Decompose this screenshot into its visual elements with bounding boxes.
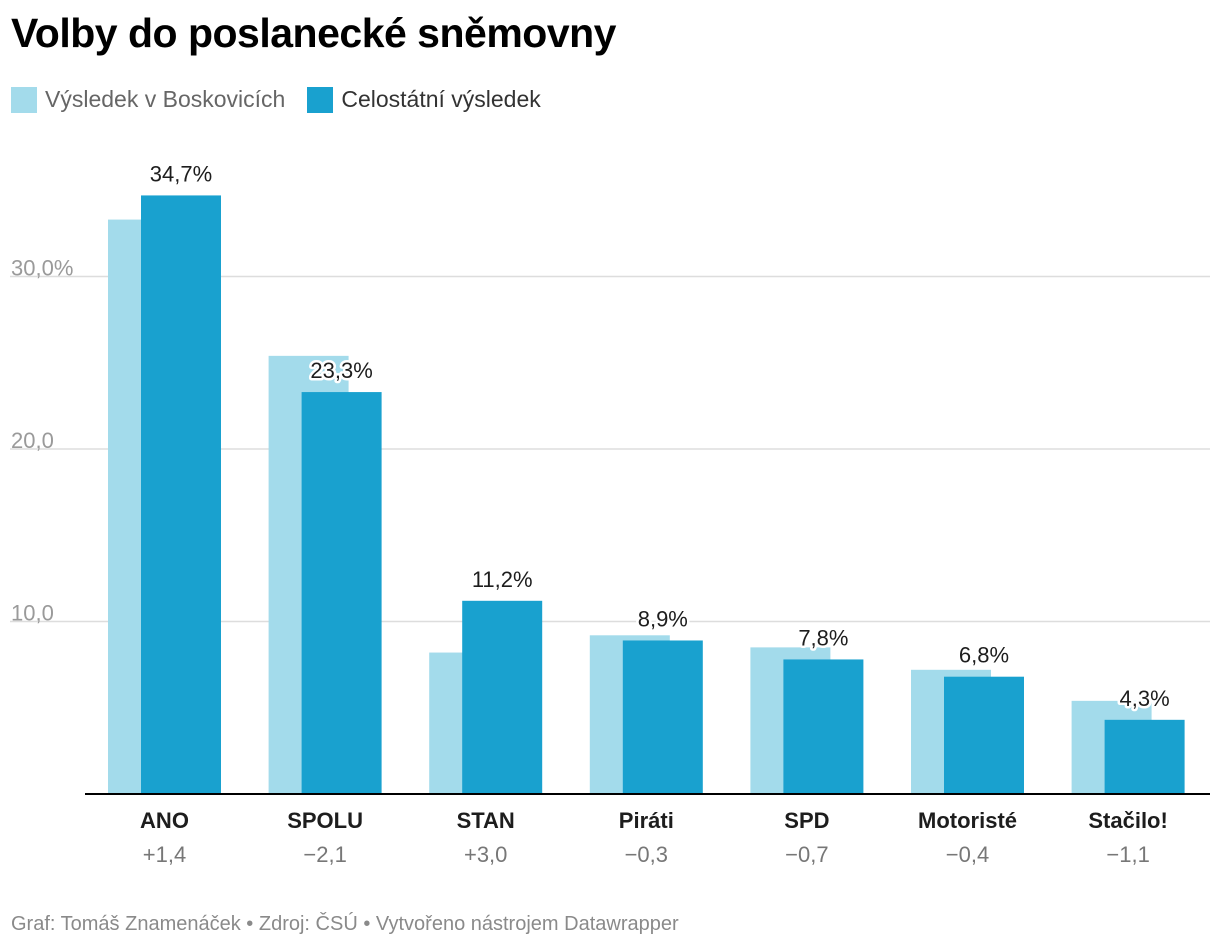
category-label: SPD bbox=[784, 808, 829, 833]
difference-label: −0,3 bbox=[625, 842, 668, 867]
bar-national bbox=[141, 195, 221, 795]
legend-swatch-national bbox=[307, 86, 334, 113]
data-label: 8,9% bbox=[638, 606, 688, 631]
y-tick-label: 30,0% bbox=[11, 256, 73, 281]
category-label: Motoristé bbox=[918, 808, 1017, 833]
legend-label-national: Celostátní výsledek bbox=[341, 86, 541, 112]
data-label: 4,3% bbox=[1120, 686, 1170, 711]
footer-separator: • bbox=[240, 913, 259, 935]
footer-separator: • bbox=[357, 913, 376, 935]
legend: Výsledek v Boskovicích Celostátní výsled… bbox=[11, 86, 563, 113]
difference-label: −0,4 bbox=[946, 842, 989, 867]
bar-national bbox=[783, 659, 864, 794]
footer-author: Graf: Tomáš Znamenáček bbox=[11, 913, 241, 935]
bar-national bbox=[622, 640, 703, 794]
legend-item-national[interactable]: Celostátní výsledek bbox=[307, 86, 541, 113]
y-tick-label: 10,0 bbox=[11, 601, 54, 626]
category-label: STAN bbox=[457, 808, 515, 833]
data-label: 34,7% bbox=[150, 161, 212, 186]
data-label: 23,3% bbox=[310, 358, 372, 383]
y-tick-label: 20,0 bbox=[11, 428, 54, 453]
difference-label: −1,1 bbox=[1106, 842, 1149, 867]
bar-national bbox=[462, 600, 543, 794]
bar-national bbox=[301, 392, 382, 794]
category-label: Stačilo! bbox=[1088, 808, 1167, 833]
chart-title: Volby do poslanecké sněmovny bbox=[11, 10, 616, 56]
bar-national bbox=[944, 676, 1024, 794]
difference-label: +3,0 bbox=[464, 842, 507, 867]
data-label: 11,2% bbox=[472, 567, 533, 592]
legend-swatch-local bbox=[11, 86, 37, 113]
category-label: ANO bbox=[140, 808, 189, 833]
footer-tool: Vytvořeno nástrojem Datawrapper bbox=[375, 913, 679, 935]
category-label: SPOLU bbox=[287, 808, 363, 833]
difference-label: −2,1 bbox=[303, 842, 346, 867]
bar-national bbox=[1104, 719, 1185, 794]
category-label: Piráti bbox=[619, 808, 674, 833]
difference-label: −0,7 bbox=[785, 842, 828, 867]
footer-source: Zdroj: ČSÚ bbox=[258, 913, 358, 935]
footer: Graf: Tomáš Znamenáček • Zdroj: ČSÚ • Vy… bbox=[11, 913, 679, 936]
data-label: 6,8% bbox=[959, 643, 1009, 668]
legend-item-local[interactable]: Výsledek v Boskovicích bbox=[11, 86, 285, 113]
difference-label: +1,4 bbox=[143, 842, 186, 867]
data-label: 7,8% bbox=[798, 625, 848, 650]
legend-label-local: Výsledek v Boskovicích bbox=[45, 86, 286, 112]
bar-chart: 30,0% 20,0 10,0 34,7% ANO +1,4 23,3% SPOLU −2,1 1… bbox=[10, 161, 1210, 867]
